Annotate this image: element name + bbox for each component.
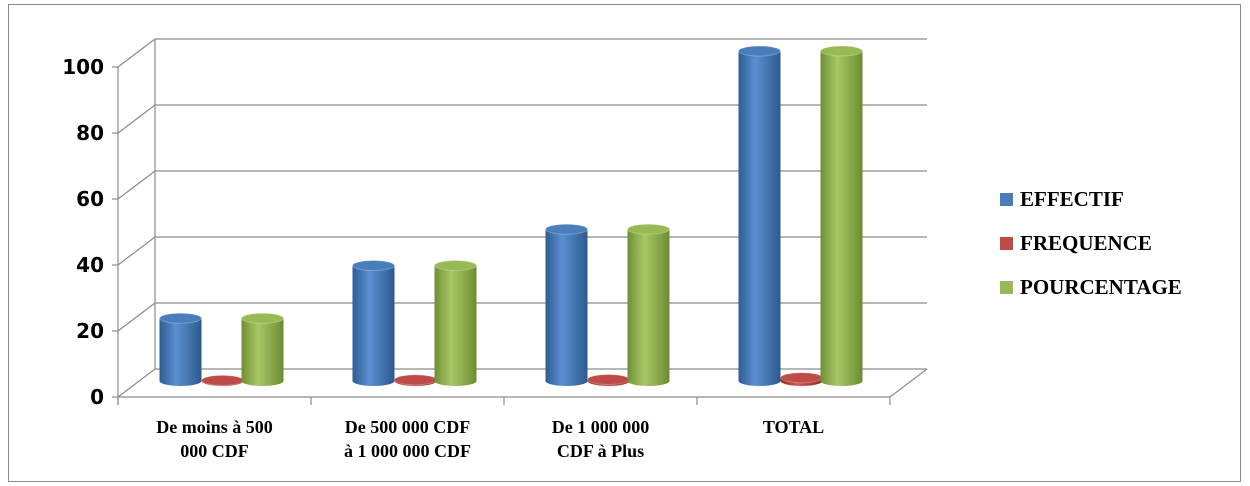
bar-cap (780, 372, 823, 384)
bar-cap (587, 373, 630, 385)
legend-label: POURCENTAGE (1020, 275, 1182, 299)
legend-swatch (1000, 281, 1013, 294)
bar (434, 260, 477, 387)
bar (627, 223, 670, 387)
bar-body (545, 229, 588, 387)
bar-cap (352, 260, 395, 271)
gridline-side (117, 368, 156, 398)
bar (820, 45, 863, 387)
legend-label: EFFECTIF (1020, 187, 1124, 211)
y-tick-label: 0 (90, 385, 104, 409)
bar-cap (545, 223, 588, 235)
legend-label: FREQUENCE (1020, 231, 1152, 255)
category-label: CDF à Plus (557, 441, 644, 461)
category-label: De 500 000 CDF (345, 417, 470, 437)
bar (738, 45, 781, 387)
gridline-side (117, 38, 156, 68)
bar (201, 374, 244, 387)
bar-cap (241, 312, 284, 324)
y-tick-label: 100 (62, 55, 104, 79)
gridline-side (117, 302, 156, 332)
legend-swatch (1000, 237, 1013, 250)
bar-body (159, 318, 202, 387)
y-tick-label: 80 (76, 121, 104, 145)
bar (394, 374, 437, 387)
bar-body (820, 51, 863, 387)
bar-body (434, 265, 477, 387)
y-tick-label: 40 (76, 253, 104, 277)
category-label: De 1 000 000 (552, 417, 650, 437)
bar (545, 223, 588, 387)
bar-cap (159, 312, 202, 324)
bar (352, 260, 395, 387)
bar (241, 312, 284, 387)
bar-cap (434, 260, 477, 271)
bar-cap (627, 223, 670, 235)
category-label: De moins à 500 (156, 417, 273, 437)
y-tick-label: 60 (76, 187, 104, 211)
legend-swatch (1000, 193, 1013, 206)
y-tick-label: 20 (76, 319, 104, 343)
category-label: à 1 000 000 CDF (344, 441, 471, 461)
bar-cap (738, 45, 781, 57)
bar-cap (201, 374, 244, 386)
bar-cap (394, 374, 437, 386)
chart-frame (8, 4, 1241, 482)
floor-right-edge (889, 368, 928, 398)
category-label: TOTAL (763, 417, 824, 437)
bar-body (738, 51, 781, 387)
gridline-side (117, 170, 156, 200)
gridline-side (117, 236, 156, 266)
bar-cap (820, 45, 863, 57)
bar-body (352, 265, 395, 387)
bar-body (627, 229, 670, 387)
bar (159, 312, 202, 387)
bar-body (241, 318, 284, 387)
category-label: 000 CDF (180, 441, 249, 461)
bar (780, 372, 823, 387)
gridline-side (117, 104, 156, 134)
bar (587, 373, 630, 387)
